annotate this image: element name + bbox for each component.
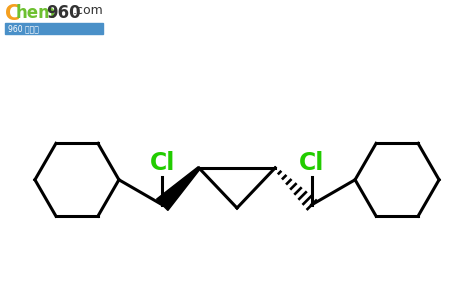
Polygon shape: [156, 167, 200, 210]
Text: Cl: Cl: [149, 151, 175, 175]
Text: C: C: [5, 4, 20, 24]
Text: 960: 960: [46, 4, 81, 22]
Text: .com: .com: [73, 4, 104, 17]
Text: hem: hem: [16, 4, 56, 22]
Bar: [5, 23, 103, 34]
Text: Cl: Cl: [299, 151, 325, 175]
Text: 960 化工网: 960 化工网: [8, 24, 39, 33]
